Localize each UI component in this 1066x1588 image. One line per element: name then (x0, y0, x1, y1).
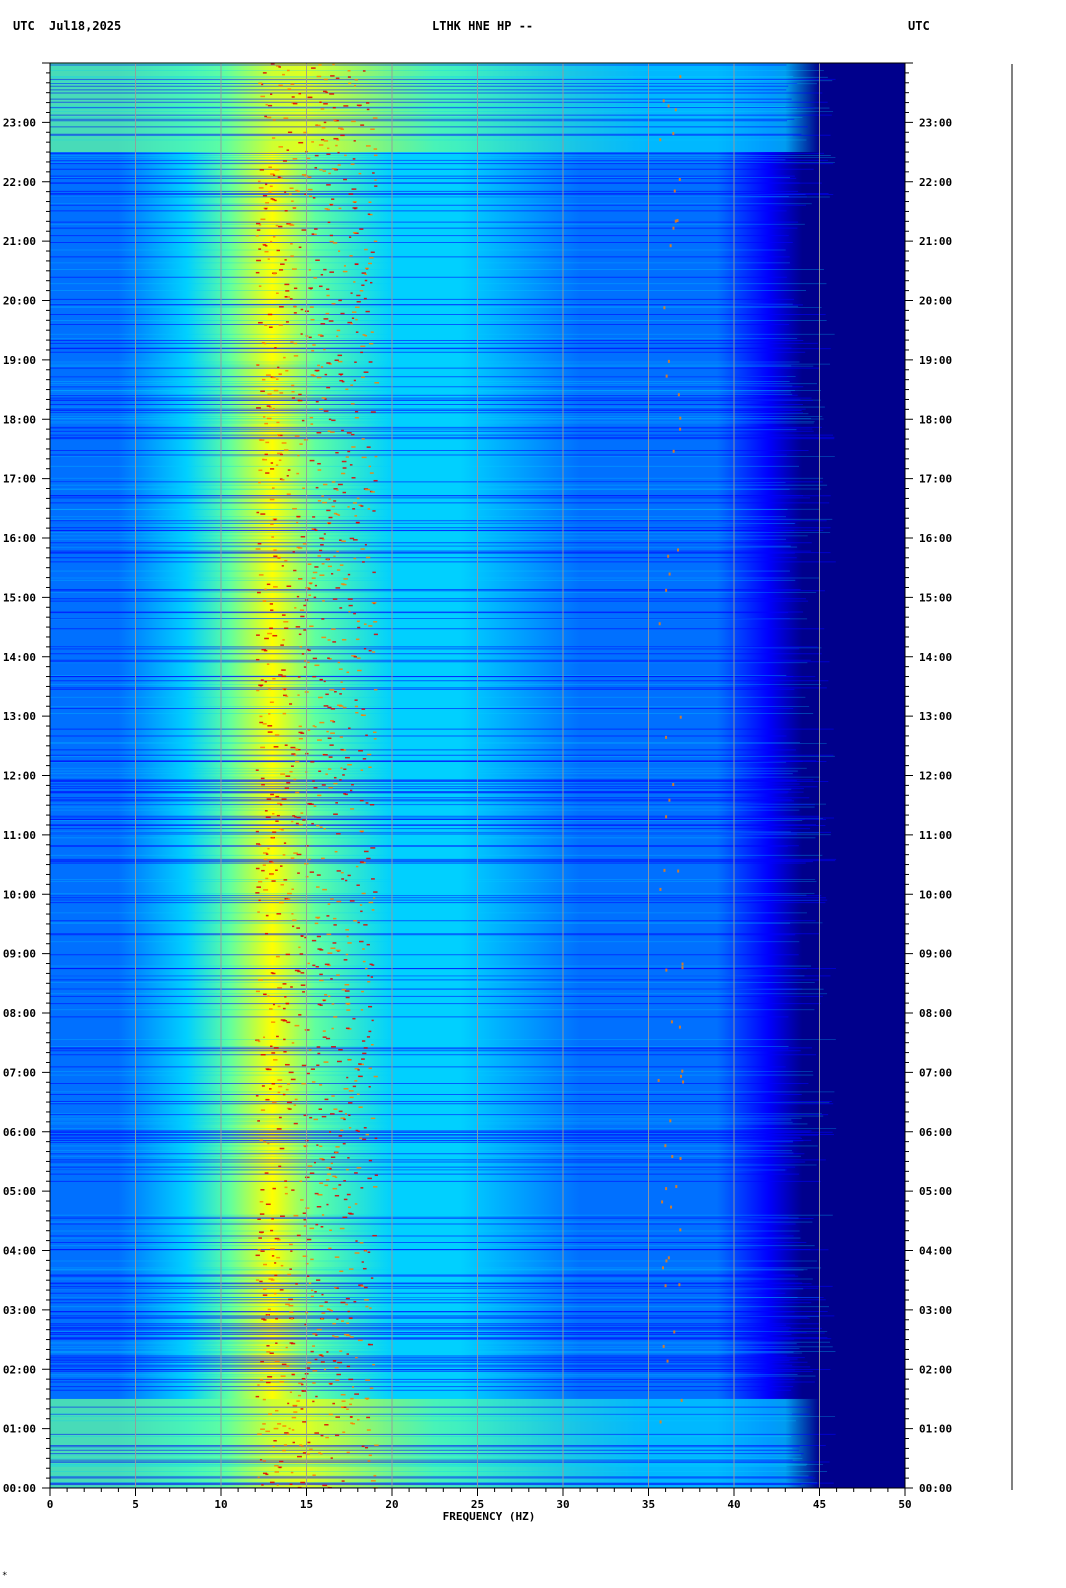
y-tick-label-left-17:00: 17:00 (3, 473, 36, 486)
x-tick-label-15: 15 (300, 1498, 313, 1511)
y-tick-label-right-05:00: 05:00 (919, 1185, 952, 1198)
y-tick-label-right-15:00: 15:00 (919, 591, 952, 604)
y-tick-label-right-19:00: 19:00 (919, 354, 952, 367)
y-tick-label-left-16:00: 16:00 (3, 532, 36, 545)
right-timezone-label: UTC (908, 19, 930, 33)
y-tick-label-right-16:00: 16:00 (919, 532, 952, 545)
x-tick-label-10: 10 (214, 1498, 227, 1511)
station-title: LTHK HNE HP -- (432, 19, 534, 33)
y-tick-label-left-14:00: 14:00 (3, 651, 36, 664)
y-tick-label-right-12:00: 12:00 (919, 770, 952, 783)
y-tick-label-left-05:00: 05:00 (3, 1185, 36, 1198)
y-tick-label-left-04:00: 04:00 (3, 1245, 36, 1258)
y-tick-label-right-10:00: 10:00 (919, 888, 952, 901)
y-tick-label-left-20:00: 20:00 (3, 295, 36, 308)
y-tick-label-right-11:00: 11:00 (919, 829, 952, 842)
y-tick-label-left-07:00: 07:00 (3, 1066, 36, 1079)
y-tick-label-right-22:00: 22:00 (919, 176, 952, 189)
x-tick-label-40: 40 (727, 1498, 740, 1511)
y-tick-label-right-20:00: 20:00 (919, 295, 952, 308)
frequency-gridlines (135, 63, 820, 1488)
chart-axes: 0 5 10 15 20 25 30 35 40 45 50 00:00 00:00 01:00 01:00… (3, 62, 952, 1511)
y-tick-label-right-07:00: 07:00 (919, 1066, 952, 1079)
y-tick-label-left-01:00: 01:00 (3, 1423, 36, 1436)
y-tick-label-left-10:00: 10:00 (3, 888, 36, 901)
y-tick-label-left-11:00: 11:00 (3, 829, 36, 842)
y-tick-label-right-23:00: 23:00 (919, 116, 952, 129)
y-tick-label-right-00:00: 00:00 (919, 1482, 952, 1495)
left-timezone-label: UTC (13, 19, 35, 33)
y-tick-label-right-03:00: 03:00 (919, 1304, 952, 1317)
x-axis-label: FREQUENCY (HZ) (443, 1510, 536, 1523)
y-tick-label-left-13:00: 13:00 (3, 710, 36, 723)
y-tick-label-right-14:00: 14:00 (919, 651, 952, 664)
y-tick-label-left-21:00: 21:00 (3, 235, 36, 248)
y-tick-label-right-04:00: 04:00 (919, 1245, 952, 1258)
x-tick-label-20: 20 (385, 1498, 398, 1511)
y-tick-label-left-02:00: 02:00 (3, 1363, 36, 1376)
y-tick-label-left-03:00: 03:00 (3, 1304, 36, 1317)
y-tick-label-left-22:00: 22:00 (3, 176, 36, 189)
y-tick-label-left-08:00: 08:00 (3, 1007, 36, 1020)
y-tick-label-right-21:00: 21:00 (919, 235, 952, 248)
date-label: Jul18,2025 (49, 19, 122, 33)
x-tick-label-45: 45 (813, 1498, 826, 1511)
x-tick-label-35: 35 (642, 1498, 655, 1511)
y-tick-label-left-06:00: 06:00 (3, 1126, 36, 1139)
y-tick-label-left-12:00: 12:00 (3, 770, 36, 783)
y-tick-label-right-09:00: 09:00 (919, 948, 952, 961)
y-tick-label-right-01:00: 01:00 (919, 1423, 952, 1436)
y-tick-label-right-02:00: 02:00 (919, 1363, 952, 1376)
y-tick-label-left-18:00: 18:00 (3, 413, 36, 426)
y-tick-label-left-09:00: 09:00 (3, 948, 36, 961)
y-tick-label-left-19:00: 19:00 (3, 354, 36, 367)
y-tick-label-right-17:00: 17:00 (919, 473, 952, 486)
x-tick-label-30: 30 (556, 1498, 569, 1511)
y-tick-label-right-13:00: 13:00 (919, 710, 952, 723)
y-tick-label-left-23:00: 23:00 (3, 116, 36, 129)
footer-mark: * (2, 1571, 7, 1581)
x-tick-label-50: 50 (898, 1498, 911, 1511)
y-tick-label-right-18:00: 18:00 (919, 413, 952, 426)
x-tick-label-5: 5 (132, 1498, 139, 1511)
x-tick-label-25: 25 (471, 1498, 484, 1511)
y-tick-label-right-08:00: 08:00 (919, 1007, 952, 1020)
y-tick-label-left-00:00: 00:00 (3, 1482, 36, 1495)
x-tick-label-0: 0 (47, 1498, 54, 1511)
y-tick-label-left-15:00: 15:00 (3, 591, 36, 604)
y-tick-label-right-06:00: 06:00 (919, 1126, 952, 1139)
